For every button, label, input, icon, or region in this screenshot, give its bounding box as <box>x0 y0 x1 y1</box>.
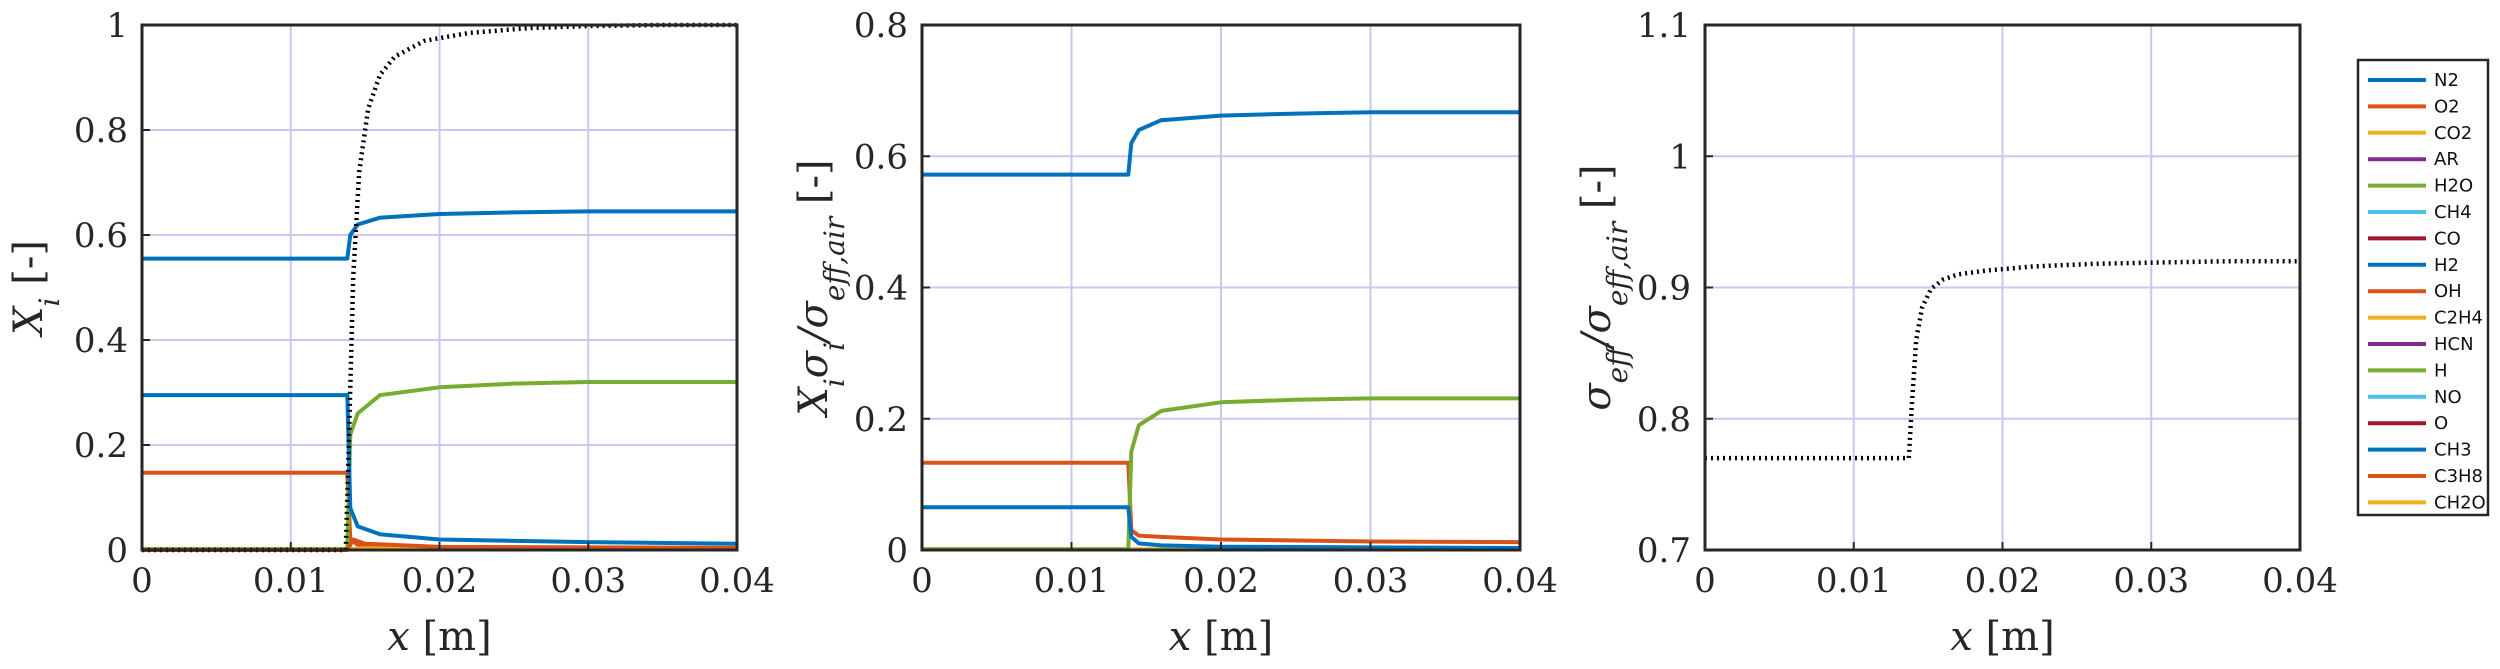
y-tick-label: 1.1 <box>1637 6 1691 46</box>
y-tick-label: 0.8 <box>1637 400 1691 440</box>
x-tick-label: 0.01 <box>1816 561 1892 601</box>
legend-label: O <box>2434 413 2448 434</box>
legend-label: NO <box>2434 387 2462 408</box>
h2o-series-line <box>142 380 737 551</box>
legend-item-oh: OH <box>2368 281 2462 302</box>
x-tick-label: 0 <box>1694 561 1716 601</box>
n2-series-line <box>142 209 737 261</box>
x-tick-label: 0.03 <box>550 561 626 601</box>
y-tick-label: 0.7 <box>1637 531 1691 571</box>
y-tick-label: 0.2 <box>74 426 128 466</box>
legend-item-h: H <box>2368 360 2448 381</box>
legend-item-n2: N2 <box>2368 70 2459 91</box>
y-axis-label: Xi [-] <box>6 240 66 338</box>
legend-item-co2: CO2 <box>2368 123 2472 144</box>
panel-3: 0 0.01 0.02 0.03 0.04 0.7 0.8 0.9 1 1.1 x [m] σeff/… <box>1574 6 2338 660</box>
y-tick-label: 1 <box>1669 137 1691 177</box>
x-tick-label: 0.04 <box>1482 561 1558 601</box>
y-tick-label: 0 <box>886 531 908 571</box>
legend-label: H2O <box>2434 176 2473 197</box>
y-tick-label: 0.6 <box>854 137 908 177</box>
y-axis-label: Xiσi/σeff,air [-] <box>791 159 851 418</box>
legend-label: OH <box>2434 281 2462 302</box>
x-tick-label: 0.01 <box>1034 561 1110 601</box>
x-axis-label: x [m] <box>1169 614 1273 660</box>
x-tick-label: 0.02 <box>1965 561 2041 601</box>
legend-item-o2: O2 <box>2368 96 2460 117</box>
h2-series-line <box>142 393 738 546</box>
y-tick-label: 0.8 <box>854 6 908 46</box>
x-tick-label: 0 <box>911 561 933 601</box>
x-axis-label: x [m] <box>1950 614 2054 660</box>
legend-item-hcn: HCN <box>2368 334 2474 355</box>
y-tick-label: 0.4 <box>854 269 908 309</box>
h2-series-line <box>922 505 1521 550</box>
y-tick-label: 0.8 <box>74 111 128 151</box>
legend-label: CO2 <box>2434 123 2472 144</box>
legend-label: HCN <box>2434 334 2474 355</box>
x-tick-label: 0.03 <box>1333 561 1409 601</box>
legend-item-ch3: CH3 <box>2368 440 2472 461</box>
legend-box <box>2356 58 2490 517</box>
legend-item-ar: AR <box>2368 149 2459 170</box>
x-tick-label: 0.03 <box>2113 561 2189 601</box>
legend-label: C3H8 <box>2434 466 2483 487</box>
x-tick-label: 0.01 <box>253 561 329 601</box>
legend-item-o: O <box>2368 413 2448 434</box>
legend-label: CH3 <box>2434 440 2472 461</box>
legend-label: C2H4 <box>2434 308 2483 329</box>
legend-label: H <box>2434 360 2448 381</box>
y-tick-label: 1 <box>106 6 128 46</box>
legend-label: O2 <box>2434 96 2460 117</box>
x-tick-label: 0.02 <box>1183 561 1259 601</box>
legend-item-c3h8: C3H8 <box>2368 466 2483 487</box>
n2-series-line <box>922 110 1520 177</box>
legend-item-co: CO <box>2368 228 2461 249</box>
y-tick-label: 0.4 <box>74 321 128 361</box>
legend-item-h2: H2 <box>2368 255 2459 276</box>
x-tick-label: 0 <box>131 561 153 601</box>
x-axis-label: x [m] <box>387 614 491 660</box>
panel-1: 0 0.01 0.02 0.03 0.04 0 0.2 0.4 0.6 0.8 1 x [m] Xi [… <box>6 6 775 660</box>
legend-label: N2 <box>2434 70 2459 91</box>
x-tick-label: 0.02 <box>402 561 478 601</box>
x-tick-label: 0.04 <box>2262 561 2338 601</box>
legend-item-c2h4: C2H4 <box>2368 308 2483 329</box>
x-tick-label: 0.04 <box>699 561 775 601</box>
legend-label: H2 <box>2434 255 2459 276</box>
y-tick-label: 0.2 <box>854 400 908 440</box>
legend-item-ch4: CH4 <box>2368 202 2472 223</box>
legend-item-ch2o: CH2O <box>2368 492 2486 513</box>
legend-item-h2o: H2O <box>2368 176 2473 197</box>
legend-item-no: NO <box>2368 387 2462 408</box>
legend-label: CH4 <box>2434 202 2472 223</box>
legend-label: CH2O <box>2434 492 2486 513</box>
y-axis-label: σeff/σeff,air [-] <box>1574 164 1634 410</box>
panel-2: 0 0.01 0.02 0.03 0.04 0 0.2 0.4 0.6 0.8 x [m] Xiσi/… <box>791 6 1558 660</box>
legend: N2 O2 CO2 AR H2O CH4 CO H2 OH C2H4 HCN H NO O CH3 C3H8 C… <box>2356 58 2490 517</box>
y-tick-label: 0 <box>106 531 128 571</box>
legend-label: AR <box>2434 149 2459 170</box>
legend-label: CO <box>2434 228 2461 249</box>
-eff-dotted--series-line <box>142 22 737 553</box>
y-tick-label: 0.9 <box>1637 269 1691 309</box>
y-tick-label: 0.6 <box>74 216 128 256</box>
